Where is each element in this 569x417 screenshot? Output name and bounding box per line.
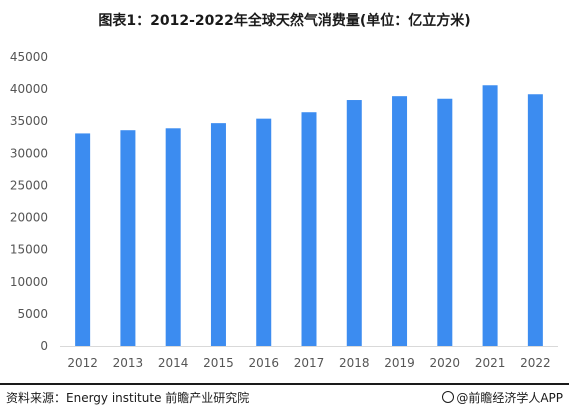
y-tick-label: 45000: [10, 50, 48, 64]
bars: [75, 85, 543, 346]
bar-2017: [301, 112, 317, 346]
x-tick-label: 2017: [294, 356, 325, 370]
brand-text: @前瞻经济学人APP: [456, 391, 563, 405]
bar-2014: [165, 128, 181, 346]
y-axis: 0 5000 10000 15000 20000 25000 30000 35000 40000…: [10, 50, 48, 353]
x-tick-label: 2019: [384, 356, 415, 370]
y-tick-label: 40000: [10, 82, 48, 96]
x-tick-label: 2021: [475, 356, 506, 370]
x-tick-label: 2020: [430, 356, 461, 370]
bar-2015: [210, 123, 226, 346]
x-axis: 2012 2013 2014 2015 2016 2017 2018 2019 2020 2021…: [67, 356, 550, 370]
x-tick-label: 2022: [520, 356, 551, 370]
bar-2020: [437, 98, 453, 346]
x-tick-label: 2014: [158, 356, 189, 370]
bar-2016: [256, 118, 272, 346]
bar-2018: [346, 100, 362, 346]
x-tick-label: 2016: [248, 356, 279, 370]
y-tick-label: 35000: [10, 114, 48, 128]
x-tick-label: 2018: [339, 356, 370, 370]
chart-title: 图表1：2012-2022年全球天然气消费量(单位：亿立方米): [98, 13, 471, 29]
y-tick-label: 0: [40, 339, 48, 353]
y-tick-label: 5000: [17, 307, 48, 321]
bar-2019: [392, 96, 408, 346]
y-tick-label: 30000: [10, 146, 48, 160]
y-tick-label: 15000: [10, 243, 48, 257]
bar-2022: [527, 94, 543, 346]
source-note: 资料来源：Energy institute 前瞻产业研究院: [6, 391, 250, 405]
bar-2021: [482, 85, 498, 346]
footer-divider: [0, 383, 569, 385]
bar-chart: 0 5000 10000 15000 20000 25000 30000 35000 40000…: [10, 50, 558, 370]
y-tick-label: 20000: [10, 211, 48, 225]
x-tick-label: 2012: [67, 356, 98, 370]
brand-credit: @前瞻经济学人APP: [442, 389, 563, 406]
x-tick-label: 2013: [113, 356, 144, 370]
y-tick-label: 10000: [10, 275, 48, 289]
brand-logo-icon: [442, 391, 455, 403]
x-tick-label: 2015: [203, 356, 234, 370]
y-tick-label: 25000: [10, 178, 48, 192]
bar-2013: [120, 130, 136, 346]
bar-2012: [75, 133, 91, 346]
